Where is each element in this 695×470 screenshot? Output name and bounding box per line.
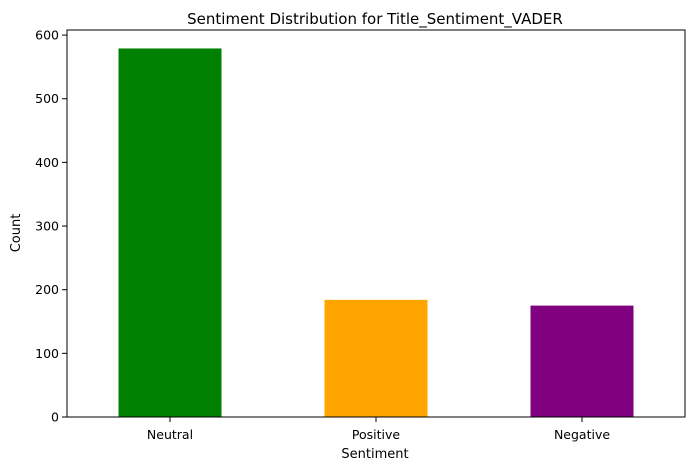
y-tick-label: 0 xyxy=(51,410,59,425)
bar-negative xyxy=(530,305,634,417)
y-tick-label: 200 xyxy=(35,282,59,297)
y-tick-label: 500 xyxy=(35,91,59,106)
bars-group xyxy=(118,48,634,417)
bar-positive xyxy=(324,299,428,417)
y-axis-ticks: 0 100 200 300 400 500 600 xyxy=(35,28,67,425)
y-tick-label: 100 xyxy=(35,346,59,361)
x-axis-label: Sentiment xyxy=(341,447,408,462)
x-axis-ticks: Neutral Positive Negative xyxy=(147,417,610,442)
x-tick-label: Neutral xyxy=(147,427,193,442)
y-tick-label: 600 xyxy=(35,28,59,43)
x-tick-label: Positive xyxy=(352,427,400,442)
y-tick-label: 300 xyxy=(35,219,59,234)
plot-frame xyxy=(66,29,686,418)
x-tick-label: Negative xyxy=(554,427,610,442)
y-axis-label: Count xyxy=(9,214,24,253)
bar-neutral xyxy=(118,48,222,417)
chart-title: Sentiment Distribution for Title_Sentime… xyxy=(187,10,563,29)
y-tick-label: 400 xyxy=(35,155,59,170)
